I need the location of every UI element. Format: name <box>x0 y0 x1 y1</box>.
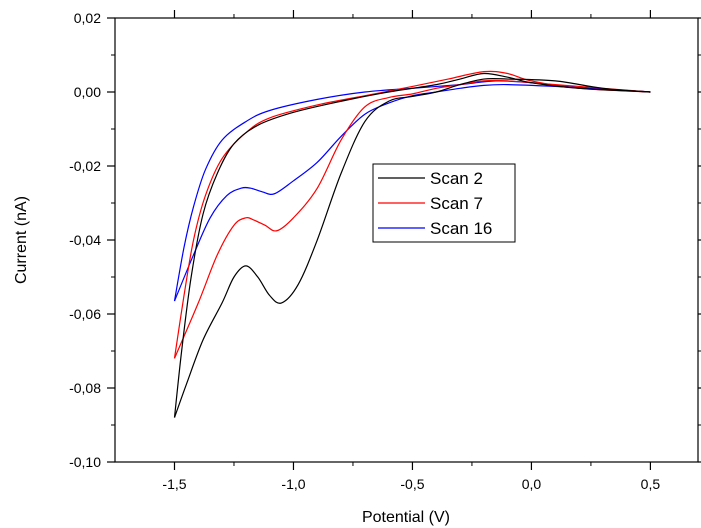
axis-ticks: -1,5 -1,0 -0,5 0,0 0,5 0,02 0,00 -0,02 -0,04 -0,0… <box>69 10 701 492</box>
y-tick-label: -0,06 <box>69 306 101 322</box>
legend-label-scan-16: Scan 16 <box>430 219 492 238</box>
y-axis-title: Current (nA) <box>13 196 30 284</box>
series-line-scan-7-reverse <box>173 70 651 359</box>
x-tick-label: -1,5 <box>162 476 186 492</box>
y-tick-label: 0,02 <box>74 10 101 26</box>
y-tick-label: -0,10 <box>69 454 101 470</box>
series-line-scan-7-forward <box>173 79 651 359</box>
x-tick-label: 0,5 <box>641 476 661 492</box>
legend-label-scan-7: Scan 7 <box>430 194 483 213</box>
series-line-scan-2-reverse <box>173 72 651 418</box>
y-tick-label: 0,00 <box>74 84 101 100</box>
legend: Scan 2 Scan 7 Scan 16 <box>372 163 516 243</box>
legend-label-scan-2: Scan 2 <box>430 169 483 188</box>
x-tick-label: 0,0 <box>522 476 542 492</box>
y-tick-label: -0,04 <box>69 232 101 248</box>
x-axis-title: Potential (V) <box>362 509 450 526</box>
y-tick-label: -0,08 <box>69 380 101 396</box>
series-line-scan-2-forward <box>173 77 651 418</box>
y-tick-label: -0,02 <box>69 158 101 174</box>
x-tick-label: -0,5 <box>400 476 424 492</box>
x-tick-label: -1,0 <box>281 476 305 492</box>
series-layer <box>173 70 651 418</box>
series-line-scan-16-forward <box>173 83 651 302</box>
